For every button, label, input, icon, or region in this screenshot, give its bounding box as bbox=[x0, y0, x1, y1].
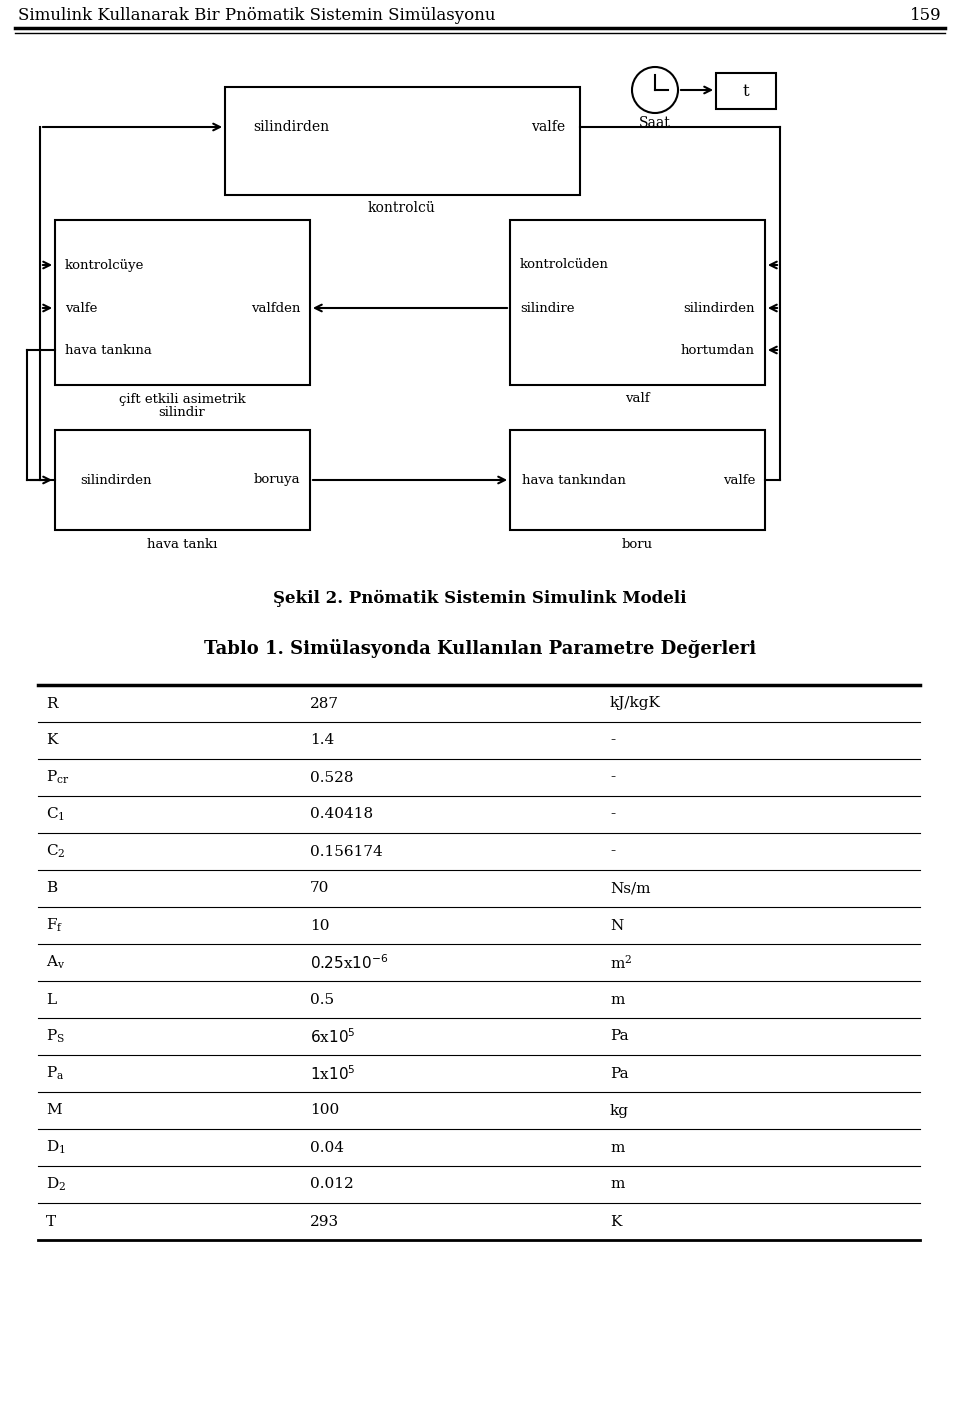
Text: hava tankından: hava tankından bbox=[522, 474, 626, 487]
Text: 0.012: 0.012 bbox=[310, 1178, 353, 1192]
Bar bbox=[510, 430, 765, 530]
Text: hortumdan: hortumdan bbox=[681, 343, 755, 356]
Text: Simulink Kullanarak Bir Pnömatik Sistemin Simülasyonu: Simulink Kullanarak Bir Pnömatik Sistemi… bbox=[18, 7, 495, 24]
Text: m: m bbox=[610, 993, 624, 1007]
Text: $\mathregular{A_{v}}$: $\mathregular{A_{v}}$ bbox=[46, 954, 65, 971]
Text: kg: kg bbox=[610, 1104, 629, 1118]
Text: m: m bbox=[610, 1141, 624, 1155]
Text: R: R bbox=[46, 696, 58, 711]
Text: -: - bbox=[610, 844, 615, 859]
Circle shape bbox=[632, 67, 678, 112]
Text: Şekil 2. Pnömatik Sistemin Simulink Modeli: Şekil 2. Pnömatik Sistemin Simulink Mode… bbox=[274, 590, 686, 607]
Text: $\mathregular{m^{2}}$: $\mathregular{m^{2}}$ bbox=[610, 954, 633, 971]
Text: $\mathregular{P_{a}}$: $\mathregular{P_{a}}$ bbox=[46, 1065, 64, 1082]
Text: -: - bbox=[610, 770, 615, 785]
Text: silindirden: silindirden bbox=[684, 302, 755, 315]
Text: 0.156174: 0.156174 bbox=[310, 844, 383, 859]
Text: kontrolcü: kontrolcü bbox=[368, 201, 436, 215]
Text: Pa: Pa bbox=[610, 1030, 629, 1044]
Text: silindirden: silindirden bbox=[80, 474, 152, 487]
Text: kJ/kgK: kJ/kgK bbox=[610, 696, 660, 711]
Text: t: t bbox=[743, 83, 750, 100]
Text: boru: boru bbox=[621, 537, 653, 551]
Text: L: L bbox=[46, 993, 56, 1007]
Text: valfe: valfe bbox=[531, 120, 565, 134]
Bar bbox=[55, 430, 310, 530]
Text: $1\mathregular{x}10^{5}$: $1\mathregular{x}10^{5}$ bbox=[310, 1064, 355, 1082]
Text: $\mathregular{P_{cr}}$: $\mathregular{P_{cr}}$ bbox=[46, 769, 69, 786]
Text: $6\mathregular{x}10^{5}$: $6\mathregular{x}10^{5}$ bbox=[310, 1027, 355, 1045]
Bar bbox=[225, 87, 580, 195]
Text: $\mathregular{D_{2}}$: $\mathregular{D_{2}}$ bbox=[46, 1176, 66, 1193]
Text: $\mathregular{C_{1}}$: $\mathregular{C_{1}}$ bbox=[46, 806, 65, 823]
Text: $\mathregular{D_{1}}$: $\mathregular{D_{1}}$ bbox=[46, 1139, 65, 1156]
Text: Pa: Pa bbox=[610, 1067, 629, 1081]
Text: 287: 287 bbox=[310, 696, 339, 711]
Text: 100: 100 bbox=[310, 1104, 339, 1118]
Text: 0.04: 0.04 bbox=[310, 1141, 344, 1155]
Text: Tablo 1. Simülasyonda Kullanılan Parametre Değerleri: Tablo 1. Simülasyonda Kullanılan Paramet… bbox=[204, 638, 756, 658]
Text: valf: valf bbox=[625, 393, 649, 406]
Text: 0.40418: 0.40418 bbox=[310, 807, 373, 822]
Text: silindire: silindire bbox=[520, 302, 574, 315]
Text: $\mathregular{P_{S}}$: $\mathregular{P_{S}}$ bbox=[46, 1028, 65, 1045]
Bar bbox=[716, 73, 776, 110]
Text: valfe: valfe bbox=[723, 474, 755, 487]
Text: 70: 70 bbox=[310, 881, 329, 896]
Text: çift etkili asimetrik: çift etkili asimetrik bbox=[119, 393, 246, 406]
Text: hava tankı: hava tankı bbox=[147, 537, 217, 551]
Text: $0.25\mathregular{x}10^{-6}$: $0.25\mathregular{x}10^{-6}$ bbox=[310, 953, 388, 971]
Text: silindir: silindir bbox=[158, 406, 205, 420]
Text: $\mathregular{F_{f}}$: $\mathregular{F_{f}}$ bbox=[46, 917, 63, 934]
Text: m: m bbox=[610, 1178, 624, 1192]
Text: 1.4: 1.4 bbox=[310, 733, 334, 748]
Text: 0.528: 0.528 bbox=[310, 770, 353, 785]
Text: Ns/m: Ns/m bbox=[610, 881, 651, 896]
Text: 10: 10 bbox=[310, 918, 329, 933]
Text: 293: 293 bbox=[310, 1215, 339, 1229]
Text: T: T bbox=[46, 1215, 56, 1229]
Text: silindirden: silindirden bbox=[253, 120, 329, 134]
Text: kontrolcüye: kontrolcüye bbox=[65, 259, 144, 272]
Bar bbox=[510, 219, 765, 384]
Text: valfe: valfe bbox=[65, 302, 97, 315]
Bar bbox=[55, 219, 310, 384]
Text: kontrolcüden: kontrolcüden bbox=[520, 259, 609, 272]
Text: -: - bbox=[610, 733, 615, 748]
Text: valfden: valfden bbox=[251, 302, 300, 315]
Text: boruya: boruya bbox=[253, 474, 300, 487]
Text: N: N bbox=[610, 918, 623, 933]
Text: M: M bbox=[46, 1104, 61, 1118]
Text: B: B bbox=[46, 881, 58, 896]
Text: K: K bbox=[610, 1215, 621, 1229]
Text: 0.5: 0.5 bbox=[310, 993, 334, 1007]
Text: 159: 159 bbox=[910, 7, 942, 24]
Text: Saat: Saat bbox=[639, 115, 671, 130]
Text: hava tankına: hava tankına bbox=[65, 343, 152, 356]
Text: $\mathregular{C_{2}}$: $\mathregular{C_{2}}$ bbox=[46, 843, 65, 860]
Text: -: - bbox=[610, 807, 615, 822]
Text: K: K bbox=[46, 733, 58, 748]
